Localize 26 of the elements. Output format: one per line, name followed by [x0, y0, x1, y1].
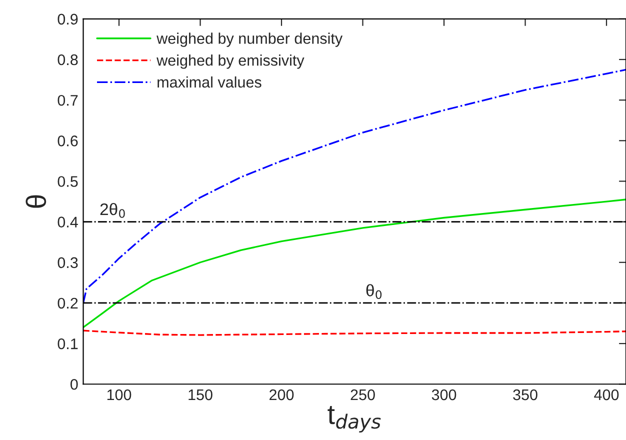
y-tick-label: 0.7	[58, 94, 78, 106]
y-tick-label: 0.1	[58, 338, 78, 350]
x-tick-label: 250	[350, 389, 375, 400]
line-series	[83, 68, 626, 304]
x-tick-label: 200	[270, 389, 294, 400]
y-tick-label: 0.8	[58, 54, 78, 66]
legend-label: weighed by emissivity	[156, 54, 304, 69]
x-tick-label: 400	[594, 389, 619, 400]
legend-label: weighed by number density	[156, 32, 343, 47]
y-tick-label: 0	[70, 378, 78, 390]
y-tick-label: 0.9	[58, 14, 78, 25]
ref-line-label: 2θ$_{0}$	[100, 202, 125, 218]
ref-line-label: θ$_{0}$	[366, 284, 382, 300]
y-tick-label: 0.3	[58, 257, 78, 268]
x-tick-label: 150	[188, 389, 212, 400]
y-tick-label: 0.5	[58, 176, 78, 187]
x-tick-label: 350	[513, 389, 538, 400]
x-axis-title: t$_{days}$	[328, 406, 381, 433]
y-tick-label: 0.6	[58, 136, 78, 146]
x-tick-label: 300	[432, 389, 456, 400]
x-tick-label: 100	[107, 389, 132, 400]
y-axis-title: θ	[26, 195, 46, 208]
y-tick-label: 0.4	[58, 216, 78, 228]
legend-label: maximal values	[158, 76, 262, 88]
line-series	[83, 198, 626, 328]
y-tick-label: 0.2	[58, 298, 78, 309]
